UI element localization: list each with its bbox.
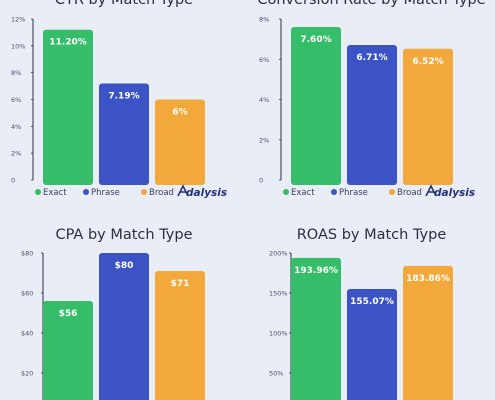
legend-swatch-broad <box>141 189 147 195</box>
legend-label: Phrase <box>339 188 368 198</box>
bar-value-label: 6.71% <box>356 53 387 63</box>
bar-broad <box>403 265 453 400</box>
bar-phrase <box>347 44 397 186</box>
y-tick-label: $40 <box>21 330 33 338</box>
legend-label: Exact <box>291 188 315 198</box>
bar-value-label: $80 <box>115 261 134 271</box>
chart-cpa: CPA by Match Type $20 $40 $60 $80 $56 $80 $71 <box>0 200 248 400</box>
chart-conversion-rate: Conversion Rate by Match Type 0 2% 4% 6% 8% 7… <box>248 0 495 200</box>
bar-exact <box>43 29 93 185</box>
legend-swatch-phrase <box>331 189 337 195</box>
bar-phrase <box>99 83 149 185</box>
bar-value-label: $71 <box>171 279 190 289</box>
chart-conversion-rate-svg: 0 2% 4% 6% 8% 7.60% 6.71% 6.52% Exact Phrase Broad… <box>259 16 475 200</box>
y-tick-label: 8% <box>259 16 269 24</box>
bar-exact <box>291 257 341 400</box>
legend-label: Broad <box>149 188 174 198</box>
y-tick-label: 2% <box>259 136 269 144</box>
y-tick-label: 8% <box>11 69 21 77</box>
bar-value-label: 7.60% <box>300 35 331 45</box>
chart-roas-svg: 50% 100% 150% 200% 193.96% 155.07% 183.86% <box>269 250 453 400</box>
bar-value-label: $56 <box>59 309 78 319</box>
legend-label: Exact <box>43 188 67 198</box>
chart-title: Conversion Rate by Match Type <box>257 0 486 8</box>
bar-value-label: 7.19% <box>108 92 139 102</box>
brand-name: dalysis <box>434 187 475 199</box>
bar-broad <box>155 99 205 185</box>
y-tick-label: 6% <box>11 96 21 104</box>
y-tick-label: 0 <box>259 177 263 185</box>
y-tick-label: 4% <box>259 96 269 104</box>
legend-label: Phrase <box>91 188 120 198</box>
legend-label: Broad <box>397 188 422 198</box>
chart-title: CTR by Match Type <box>54 0 194 8</box>
chart-ctr: CTR by Match Type 0 2% 4% 6% 8% 10% 12% 11.20% 7… <box>0 0 248 200</box>
y-tick-label: $60 <box>21 290 33 298</box>
y-tick-label: 2% <box>11 150 21 158</box>
y-tick-label: 10% <box>11 42 25 50</box>
bar-value-label: 155.07% <box>350 297 394 307</box>
chart-roas: ROAS by Match Type 50% 100% 150% 200% 193.96… <box>248 200 495 400</box>
bar-exact <box>291 27 341 185</box>
y-tick-label: 4% <box>11 123 21 131</box>
chart-title: CPA by Match Type <box>55 227 193 243</box>
adalysis-logo-icon <box>177 184 189 197</box>
legend-swatch-exact <box>35 189 41 195</box>
y-tick-label: $20 <box>21 370 33 378</box>
bar-value-label: 193.96% <box>294 266 338 276</box>
bar-phrase <box>347 288 397 400</box>
y-tick-label: 12% <box>11 16 25 24</box>
bar-phrase <box>99 253 149 400</box>
y-tick-label: 0 <box>11 177 15 185</box>
chart-ctr-svg: 0 2% 4% 6% 8% 10% 12% 11.20% 7.19% 6% Exact Phrase B… <box>11 16 227 200</box>
bar-value-label: 11.20% <box>49 38 87 48</box>
y-tick-label: 6% <box>259 56 269 64</box>
adalysis-logo-icon <box>425 184 437 197</box>
legend-swatch-exact <box>283 189 289 195</box>
y-tick-label: $80 <box>21 250 33 258</box>
chart-cpa-svg: $20 $40 $60 $80 $56 $80 $71 <box>21 250 205 400</box>
legend-swatch-phrase <box>83 189 89 195</box>
y-tick-label: 200% <box>269 250 288 258</box>
legend-swatch-broad <box>389 189 395 195</box>
y-tick-label: 150% <box>269 290 288 298</box>
bar-broad <box>155 271 205 400</box>
bar-broad <box>403 48 453 185</box>
bar-value-label: 6.52% <box>412 57 443 67</box>
bar-value-label: 183.86% <box>406 274 450 284</box>
bar-exact <box>43 301 93 400</box>
y-tick-label: 100% <box>269 330 288 338</box>
brand-name: dalysis <box>186 187 227 199</box>
y-tick-label: 50% <box>269 370 283 378</box>
bar-value-label: 6% <box>172 108 187 118</box>
chart-title: ROAS by Match Type <box>296 227 447 243</box>
